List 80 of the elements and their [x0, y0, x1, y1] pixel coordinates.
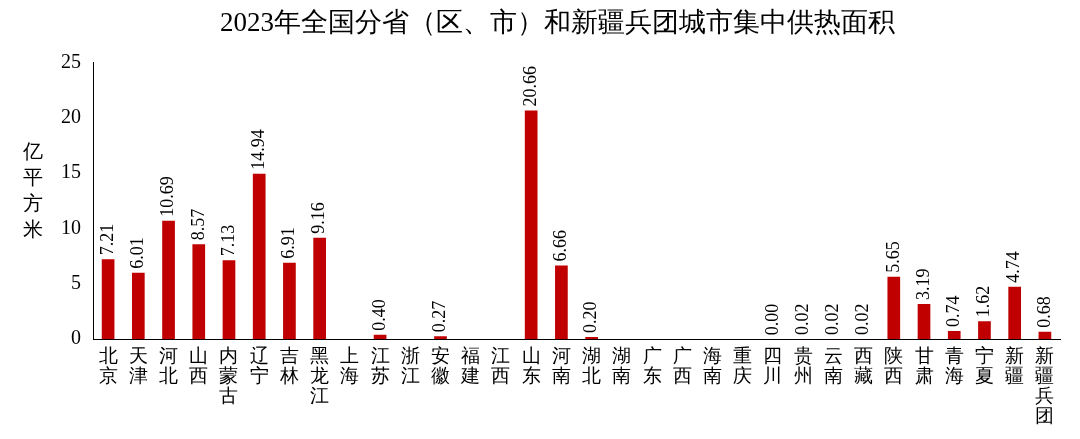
data-label: 4.74	[1003, 251, 1024, 283]
x-tick-label: 湖北	[582, 345, 602, 387]
data-label: 6.01	[127, 237, 148, 269]
data-label: 0.02	[822, 303, 843, 335]
x-tick-label: 重庆	[733, 345, 753, 387]
data-label: 10.69	[157, 176, 178, 217]
chart-title: 2023年全国分省（区、市）和新疆兵团城市集中供热面积	[220, 7, 895, 38]
bar	[162, 220, 175, 340]
data-label: 8.57	[187, 208, 208, 241]
x-tick-label: 河北	[159, 345, 179, 387]
y-tick-label: 5	[71, 271, 81, 294]
bar	[131, 272, 145, 340]
x-tick-label: 新疆兵团	[1035, 345, 1055, 427]
x-tick-label: 江西	[491, 345, 511, 387]
x-tick-label: 海南	[702, 345, 722, 387]
x-tick-label: 北京	[98, 345, 118, 387]
y-tick-label: 15	[61, 160, 81, 183]
x-tick-label: 宁夏	[974, 345, 994, 387]
bar	[283, 262, 296, 340]
data-label: 9.16	[308, 202, 329, 234]
data-label: 0.27	[429, 300, 450, 333]
bar	[524, 110, 538, 340]
x-tick-label: 新疆	[1005, 345, 1025, 387]
x-tick-label: 河南	[551, 345, 571, 387]
data-label: 7.13	[217, 224, 238, 257]
y-tick-label: 10	[61, 215, 81, 238]
x-tick-label: 辽宁	[249, 345, 269, 387]
data-label: 0.20	[580, 301, 601, 333]
x-tick-label: 广东	[642, 345, 662, 387]
y-tick-label: 0	[71, 326, 81, 349]
x-tick-label: 青海	[944, 345, 964, 387]
x-tick-label: 陕西	[884, 345, 904, 387]
bar	[947, 331, 961, 340]
data-label: 0.02	[852, 303, 873, 335]
bar	[192, 244, 206, 340]
x-tick-label: 吉林	[278, 345, 299, 387]
x-tick-label: 湖南	[612, 345, 632, 387]
data-label: 20.66	[519, 65, 540, 107]
x-tick-label: 山东	[521, 345, 541, 387]
data-label: 1.62	[973, 285, 994, 318]
x-tick-label: 黑龙江	[310, 345, 330, 407]
x-tick-label: 江苏	[370, 345, 390, 387]
x-tick-label: 天津	[128, 345, 148, 387]
y-axis-title: 亿平方米	[22, 139, 44, 242]
data-label: 0.40	[368, 299, 389, 331]
x-tick-label: 广西	[672, 345, 692, 387]
y-tick-label: 20	[61, 105, 81, 128]
bar	[313, 237, 326, 340]
bar	[252, 173, 266, 340]
data-label: 0.00	[761, 303, 782, 336]
bar	[887, 276, 901, 340]
data-label: 5.65	[882, 241, 903, 273]
data-label: 6.66	[550, 229, 571, 262]
data-label: 0.02	[791, 303, 812, 335]
bar	[222, 260, 236, 340]
x-tick-label: 上海	[340, 345, 360, 387]
data-label: 6.91	[278, 227, 299, 259]
x-tick-label: 福建	[460, 345, 481, 387]
x-tick-label: 甘肃	[914, 345, 934, 387]
y-tick-label: 25	[61, 49, 81, 72]
bar	[555, 265, 568, 340]
data-label: 0.68	[1033, 296, 1054, 328]
x-tick-label: 西藏	[854, 345, 874, 387]
bar	[1008, 286, 1022, 340]
data-label: 0.74	[942, 295, 963, 328]
bar	[585, 336, 598, 340]
data-label: 14.94	[247, 129, 268, 170]
x-tick-label: 四川	[763, 345, 783, 387]
x-tick-label: 浙江	[400, 345, 420, 387]
x-tick-label: 云南	[823, 345, 843, 387]
bar	[101, 259, 115, 340]
x-tick-label: 山西	[189, 345, 209, 387]
bar	[978, 321, 991, 340]
x-tick-label: 安徽	[431, 345, 451, 387]
data-label: 7.21	[96, 223, 117, 256]
x-tick-label: 贵州	[793, 345, 813, 387]
x-tick-label: 内蒙古	[219, 345, 239, 407]
bar	[917, 303, 931, 340]
bar	[434, 336, 447, 340]
data-label: 3.19	[912, 268, 933, 300]
